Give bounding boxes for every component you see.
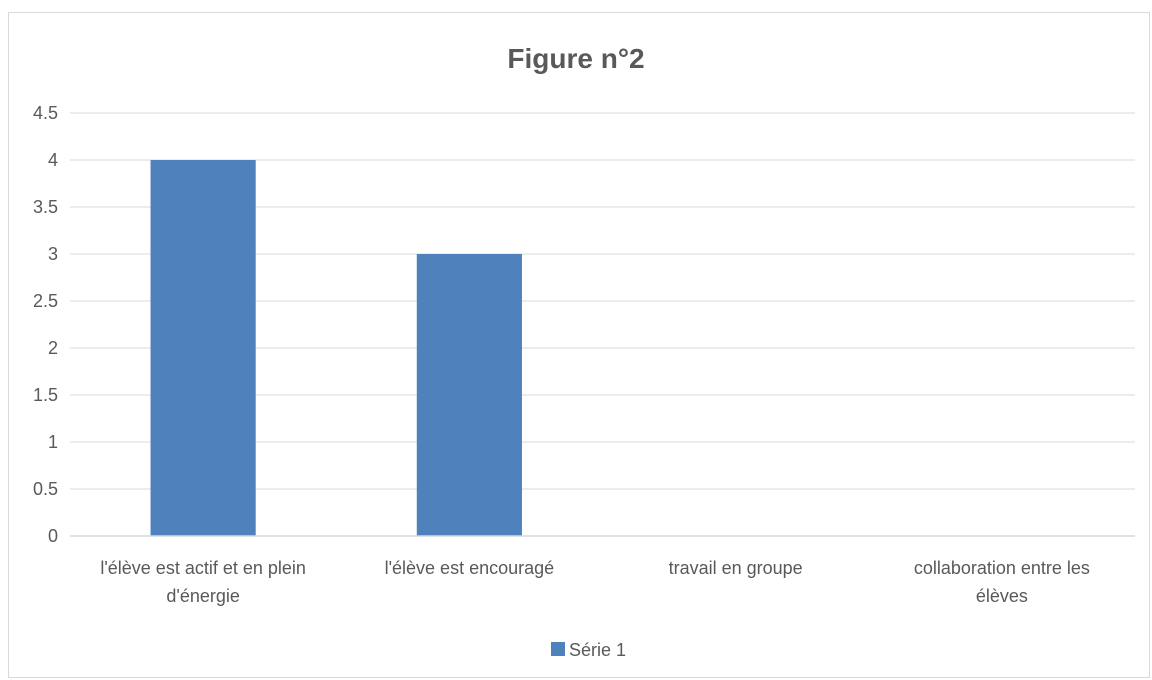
y-tick-label: 2 (48, 338, 58, 358)
y-tick-label: 0 (48, 526, 58, 546)
y-tick-label: 3 (48, 244, 58, 264)
y-tick-label: 1 (48, 432, 58, 452)
bars (150, 160, 522, 536)
legend-swatch (551, 642, 565, 656)
y-tick-label: 2.5 (33, 291, 58, 311)
y-tick-label: 4.5 (33, 103, 58, 123)
x-tick-label: l'élève est actif et en plein d'énergie (100, 558, 306, 606)
legend-label: Série 1 (569, 640, 626, 660)
bar (150, 160, 256, 536)
x-tick-label: travail en groupe (669, 558, 803, 578)
legend: Série 1 (551, 640, 626, 660)
y-axis-ticks: 0 0.5 1 1.5 2 2.5 3 3.5 4 4.5 (33, 103, 58, 546)
bar (416, 254, 522, 536)
y-tick-label: 4 (48, 150, 58, 170)
chart-title: Figure n°2 (507, 43, 644, 74)
y-tick-label: 3.5 (33, 197, 58, 217)
x-tick-label: collaboration entre les élèves (914, 558, 1090, 606)
y-tick-label: 1.5 (33, 385, 58, 405)
x-tick-label: l'élève est encouragé (385, 558, 555, 578)
y-tick-label: 0.5 (33, 479, 58, 499)
x-axis-labels: l'élève est actif et en plein d'énergie l'… (100, 558, 1090, 606)
